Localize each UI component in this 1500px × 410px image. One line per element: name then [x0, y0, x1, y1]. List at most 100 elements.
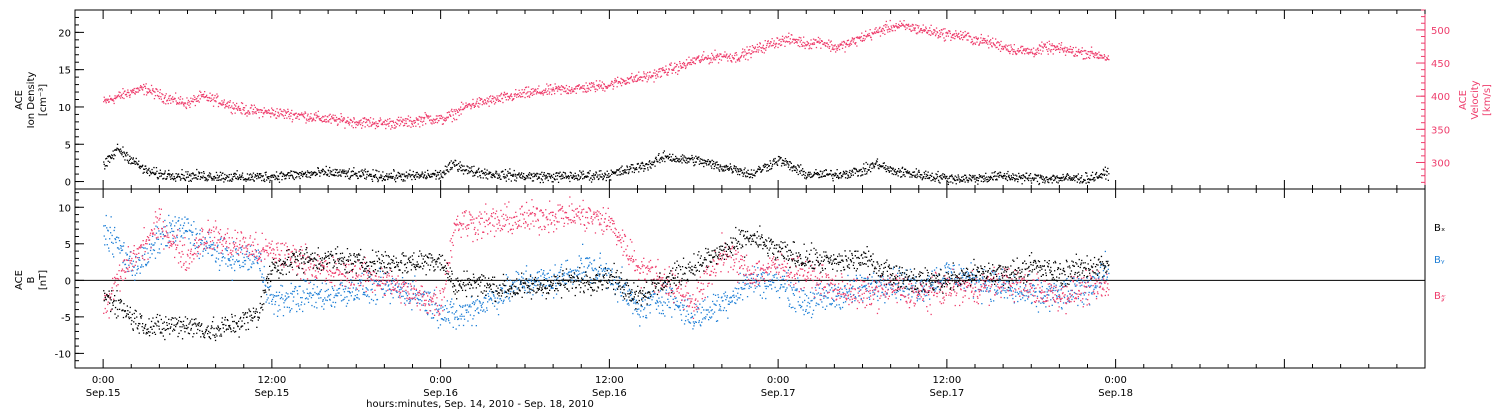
data-point [414, 121, 416, 124]
data-point [324, 171, 326, 173]
data-point [117, 148, 119, 150]
data-point [1094, 54, 1096, 56]
data-point [886, 168, 888, 170]
data-point [542, 94, 544, 96]
data-point [328, 175, 330, 177]
data-point [231, 105, 233, 107]
data-point [1063, 50, 1065, 52]
data-point [573, 90, 575, 93]
data-point [486, 103, 488, 105]
data-point [276, 177, 278, 180]
data-point [486, 307, 488, 309]
data-point [119, 97, 122, 99]
data-point [223, 99, 225, 101]
data-point [780, 41, 782, 43]
data-point [326, 289, 328, 292]
data-point [869, 164, 871, 166]
data-point [457, 169, 459, 171]
data-point [298, 305, 300, 307]
data-point [326, 299, 328, 302]
data-point [376, 170, 378, 172]
data-point [510, 174, 512, 176]
data-point [221, 178, 223, 180]
data-point [118, 240, 121, 242]
data-point [551, 93, 553, 96]
data-point [829, 41, 831, 43]
data-point [663, 69, 665, 71]
data-point [131, 274, 133, 276]
data-point [492, 173, 494, 175]
data-point [424, 290, 426, 292]
data-point [955, 32, 957, 35]
data-point [268, 287, 270, 289]
data-point [749, 46, 751, 48]
data-point [1047, 181, 1049, 183]
data-point [213, 247, 215, 249]
data-point [917, 27, 919, 29]
data-point [141, 86, 143, 88]
data-point [511, 95, 513, 98]
data-point [269, 294, 271, 296]
data-point [1065, 51, 1068, 53]
data-point [913, 171, 916, 173]
density-tick-label: 20 [58, 28, 71, 39]
data-point [896, 25, 898, 27]
data-point [142, 164, 144, 166]
data-point [347, 122, 349, 124]
data-point [470, 167, 472, 169]
data-point [148, 167, 150, 170]
data-point [371, 288, 373, 290]
data-point [1030, 180, 1032, 182]
data-point [591, 178, 594, 181]
data-point [310, 171, 313, 173]
data-point [895, 171, 897, 173]
data-point [308, 176, 310, 178]
data-point [781, 35, 784, 37]
data-point [942, 173, 944, 175]
data-point [324, 115, 326, 117]
data-point [121, 152, 124, 154]
data-point [887, 31, 889, 33]
data-point [324, 119, 326, 121]
data-point [513, 93, 515, 96]
data-point [124, 154, 127, 156]
data-point [708, 164, 710, 166]
data-point [702, 159, 704, 161]
data-point [342, 299, 344, 301]
data-point [809, 47, 811, 49]
data-point [334, 306, 336, 308]
data-point [272, 109, 275, 111]
data-point [276, 315, 279, 317]
data-point [954, 38, 956, 40]
data-point [813, 42, 815, 44]
data-point [1044, 180, 1046, 182]
data-point [322, 169, 324, 171]
data-point [484, 99, 486, 101]
data-point [890, 25, 892, 27]
data-point [490, 171, 492, 174]
data-point [803, 45, 805, 47]
data-point [128, 94, 130, 97]
data-point [602, 87, 604, 89]
data-point [197, 178, 199, 180]
data-point [861, 174, 863, 176]
data-point [104, 165, 106, 167]
data-point [211, 243, 213, 246]
data-point [793, 42, 795, 44]
data-point [189, 242, 192, 244]
data-point [524, 178, 526, 181]
data-point [138, 257, 140, 259]
data-point [355, 126, 357, 129]
data-point [778, 156, 781, 158]
data-point [595, 172, 598, 174]
data-point [293, 290, 295, 293]
data-point [980, 33, 982, 36]
data-point [139, 272, 141, 274]
data-point [275, 117, 278, 119]
data-point [164, 172, 166, 174]
data-point [339, 174, 342, 176]
data-point [521, 172, 523, 174]
data-point [248, 111, 251, 113]
data-point [363, 293, 365, 295]
data-point [1007, 170, 1009, 173]
